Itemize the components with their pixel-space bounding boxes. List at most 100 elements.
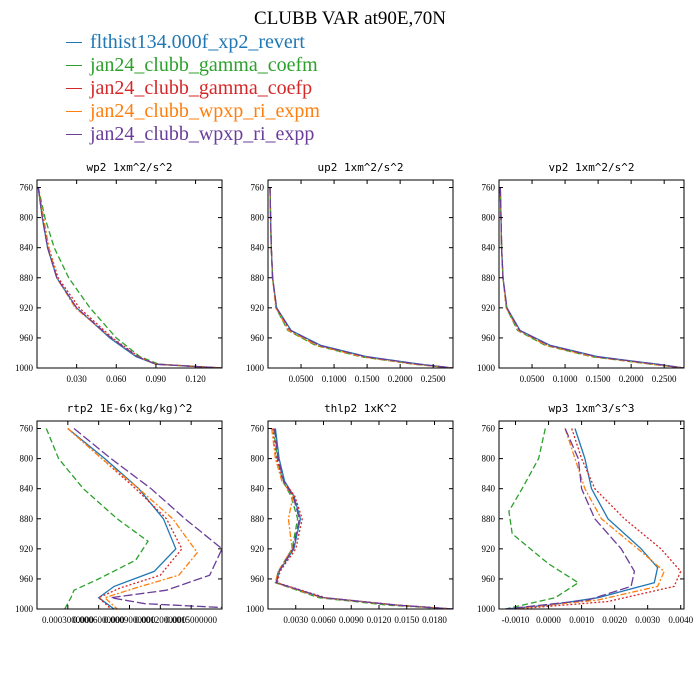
x-tick-label: 0.0040: [668, 615, 693, 625]
x-tick-label: 0.2500: [421, 374, 446, 384]
y-tick-label: 1000: [15, 363, 34, 373]
series-line: [37, 187, 222, 368]
series-line: [273, 428, 453, 609]
y-tick-label: 800: [251, 213, 265, 223]
plot-frame: [498, 179, 685, 369]
y-tick-label: 920: [251, 303, 265, 313]
legend-swatch: [66, 88, 82, 89]
y-tick-label: 840: [251, 484, 265, 494]
plot-frame: [267, 179, 454, 369]
plot-frame: [36, 179, 223, 369]
legend-label: flthist134.000f_xp2_revert: [90, 31, 305, 53]
panel-title: thlp2 1xK^2: [324, 402, 397, 415]
x-tick-label: 0.2000: [619, 374, 644, 384]
series-line: [269, 187, 453, 368]
x-tick-label: 0.0006000000: [73, 615, 125, 625]
series-line: [499, 187, 684, 368]
y-tick-label: 800: [482, 213, 496, 223]
y-tick-label: 1000: [246, 604, 265, 614]
series-line: [499, 187, 684, 368]
legend-swatch: [66, 134, 82, 135]
y-tick-label: 760: [482, 183, 496, 193]
x-tick-label: 0.0003000000: [42, 615, 94, 625]
legend-swatch: [66, 42, 82, 43]
chart-panel: wp2 1xm^2/s^2 760 800 840 880 920 960 1000 0.030…: [15, 161, 223, 384]
y-tick-label: 960: [20, 333, 34, 343]
legend-label: jan24_clubb_wpxp_ri_expm: [90, 100, 320, 122]
y-tick-label: 840: [482, 484, 496, 494]
series-line: [269, 187, 453, 368]
panel-title: rtp2 1E-6x(kg/kg)^2: [67, 402, 193, 415]
y-tick-label: 960: [482, 574, 496, 584]
plot-frame: [498, 420, 685, 610]
legend-item: jan24_clubb_gamma_coefm: [66, 54, 320, 77]
x-tick-label: 0.0030: [283, 615, 308, 625]
y-tick-label: 1000: [477, 363, 496, 373]
y-tick-label: 760: [251, 424, 265, 434]
legend-label: jan24_clubb_gamma_coefm: [90, 54, 318, 76]
y-tick-label: 1000: [477, 604, 496, 614]
series-line: [269, 187, 453, 368]
x-tick-label: 0.2000: [388, 374, 413, 384]
y-tick-label: 880: [482, 273, 496, 283]
y-tick-label: 800: [20, 213, 34, 223]
series-line: [73, 427, 222, 609]
y-tick-label: 760: [251, 183, 265, 193]
x-tick-label: 0.0009000000: [104, 615, 156, 625]
series-line: [67, 427, 177, 609]
y-tick-label: 840: [20, 243, 34, 253]
legend-swatch: [66, 111, 82, 112]
x-tick-label: 0.0180: [422, 615, 447, 625]
x-tick-label: 0.060: [106, 374, 127, 384]
series-line: [37, 187, 222, 368]
legend-item: jan24_clubb_gamma_coefp: [66, 77, 320, 100]
x-tick-label: 0.0060: [311, 615, 336, 625]
series-line: [67, 428, 183, 609]
x-tick-label: 0.1500: [355, 374, 380, 384]
y-tick-label: 920: [482, 303, 496, 313]
x-tick-label: 0.0010: [569, 615, 594, 625]
panel-title: wp2 1xm^2/s^2: [86, 161, 172, 174]
series-line: [274, 428, 453, 609]
y-tick-label: 1000: [15, 604, 34, 614]
x-tick-label: 0.1000: [553, 374, 578, 384]
y-tick-label: 920: [251, 544, 265, 554]
series-line: [269, 187, 453, 368]
series-line: [37, 187, 222, 368]
y-tick-label: 800: [251, 454, 265, 464]
x-tick-label: 0.0012000000: [134, 615, 186, 625]
y-tick-label: 920: [20, 544, 34, 554]
y-tick-label: 760: [20, 424, 34, 434]
chart-panel: wp3 1xm^3/s^3 760 800 840 880 920 960 1000 -0.00…: [477, 402, 694, 625]
series-line: [499, 187, 684, 368]
series-line: [505, 428, 636, 609]
x-tick-label: 0.030: [67, 374, 88, 384]
panel-title: up2 1xm^2/s^2: [317, 161, 403, 174]
x-tick-label: 0.0020: [602, 615, 627, 625]
legend: flthist134.000f_xp2_revert jan24_clubb_g…: [66, 31, 320, 146]
y-tick-label: 960: [251, 333, 265, 343]
x-tick-label: 0.0150: [394, 615, 419, 625]
y-tick-label: 880: [251, 273, 265, 283]
y-tick-label: 920: [482, 544, 496, 554]
legend-item: jan24_clubb_wpxp_ri_expp: [66, 123, 320, 146]
x-tick-label: 0.1000: [322, 374, 347, 384]
legend-item: flthist134.000f_xp2_revert: [66, 31, 320, 54]
y-tick-label: 920: [20, 303, 34, 313]
y-tick-label: 760: [20, 183, 34, 193]
chart-panel: up2 1xm^2/s^2 760 800 840 880 920 960 1000 0.050…: [246, 161, 454, 384]
panel-title: wp3 1xm^3/s^3: [548, 402, 634, 415]
y-tick-label: 800: [20, 454, 34, 464]
series-line: [515, 428, 682, 609]
panel-title: vp2 1xm^2/s^2: [548, 161, 634, 174]
chart-panel: vp2 1xm^2/s^2 760 800 840 880 920 960 1000 0.050…: [477, 161, 685, 384]
plot-frame: [267, 420, 454, 610]
x-tick-label: 0.090: [146, 374, 167, 384]
y-tick-label: 840: [482, 243, 496, 253]
chart-panel: rtp2 1E-6x(kg/kg)^2 760 800 840 880 920 960 100…: [15, 402, 223, 625]
series-line: [269, 187, 453, 368]
y-tick-label: 880: [251, 514, 265, 524]
x-tick-label: 0.0500: [289, 374, 314, 384]
series-line: [271, 428, 453, 609]
